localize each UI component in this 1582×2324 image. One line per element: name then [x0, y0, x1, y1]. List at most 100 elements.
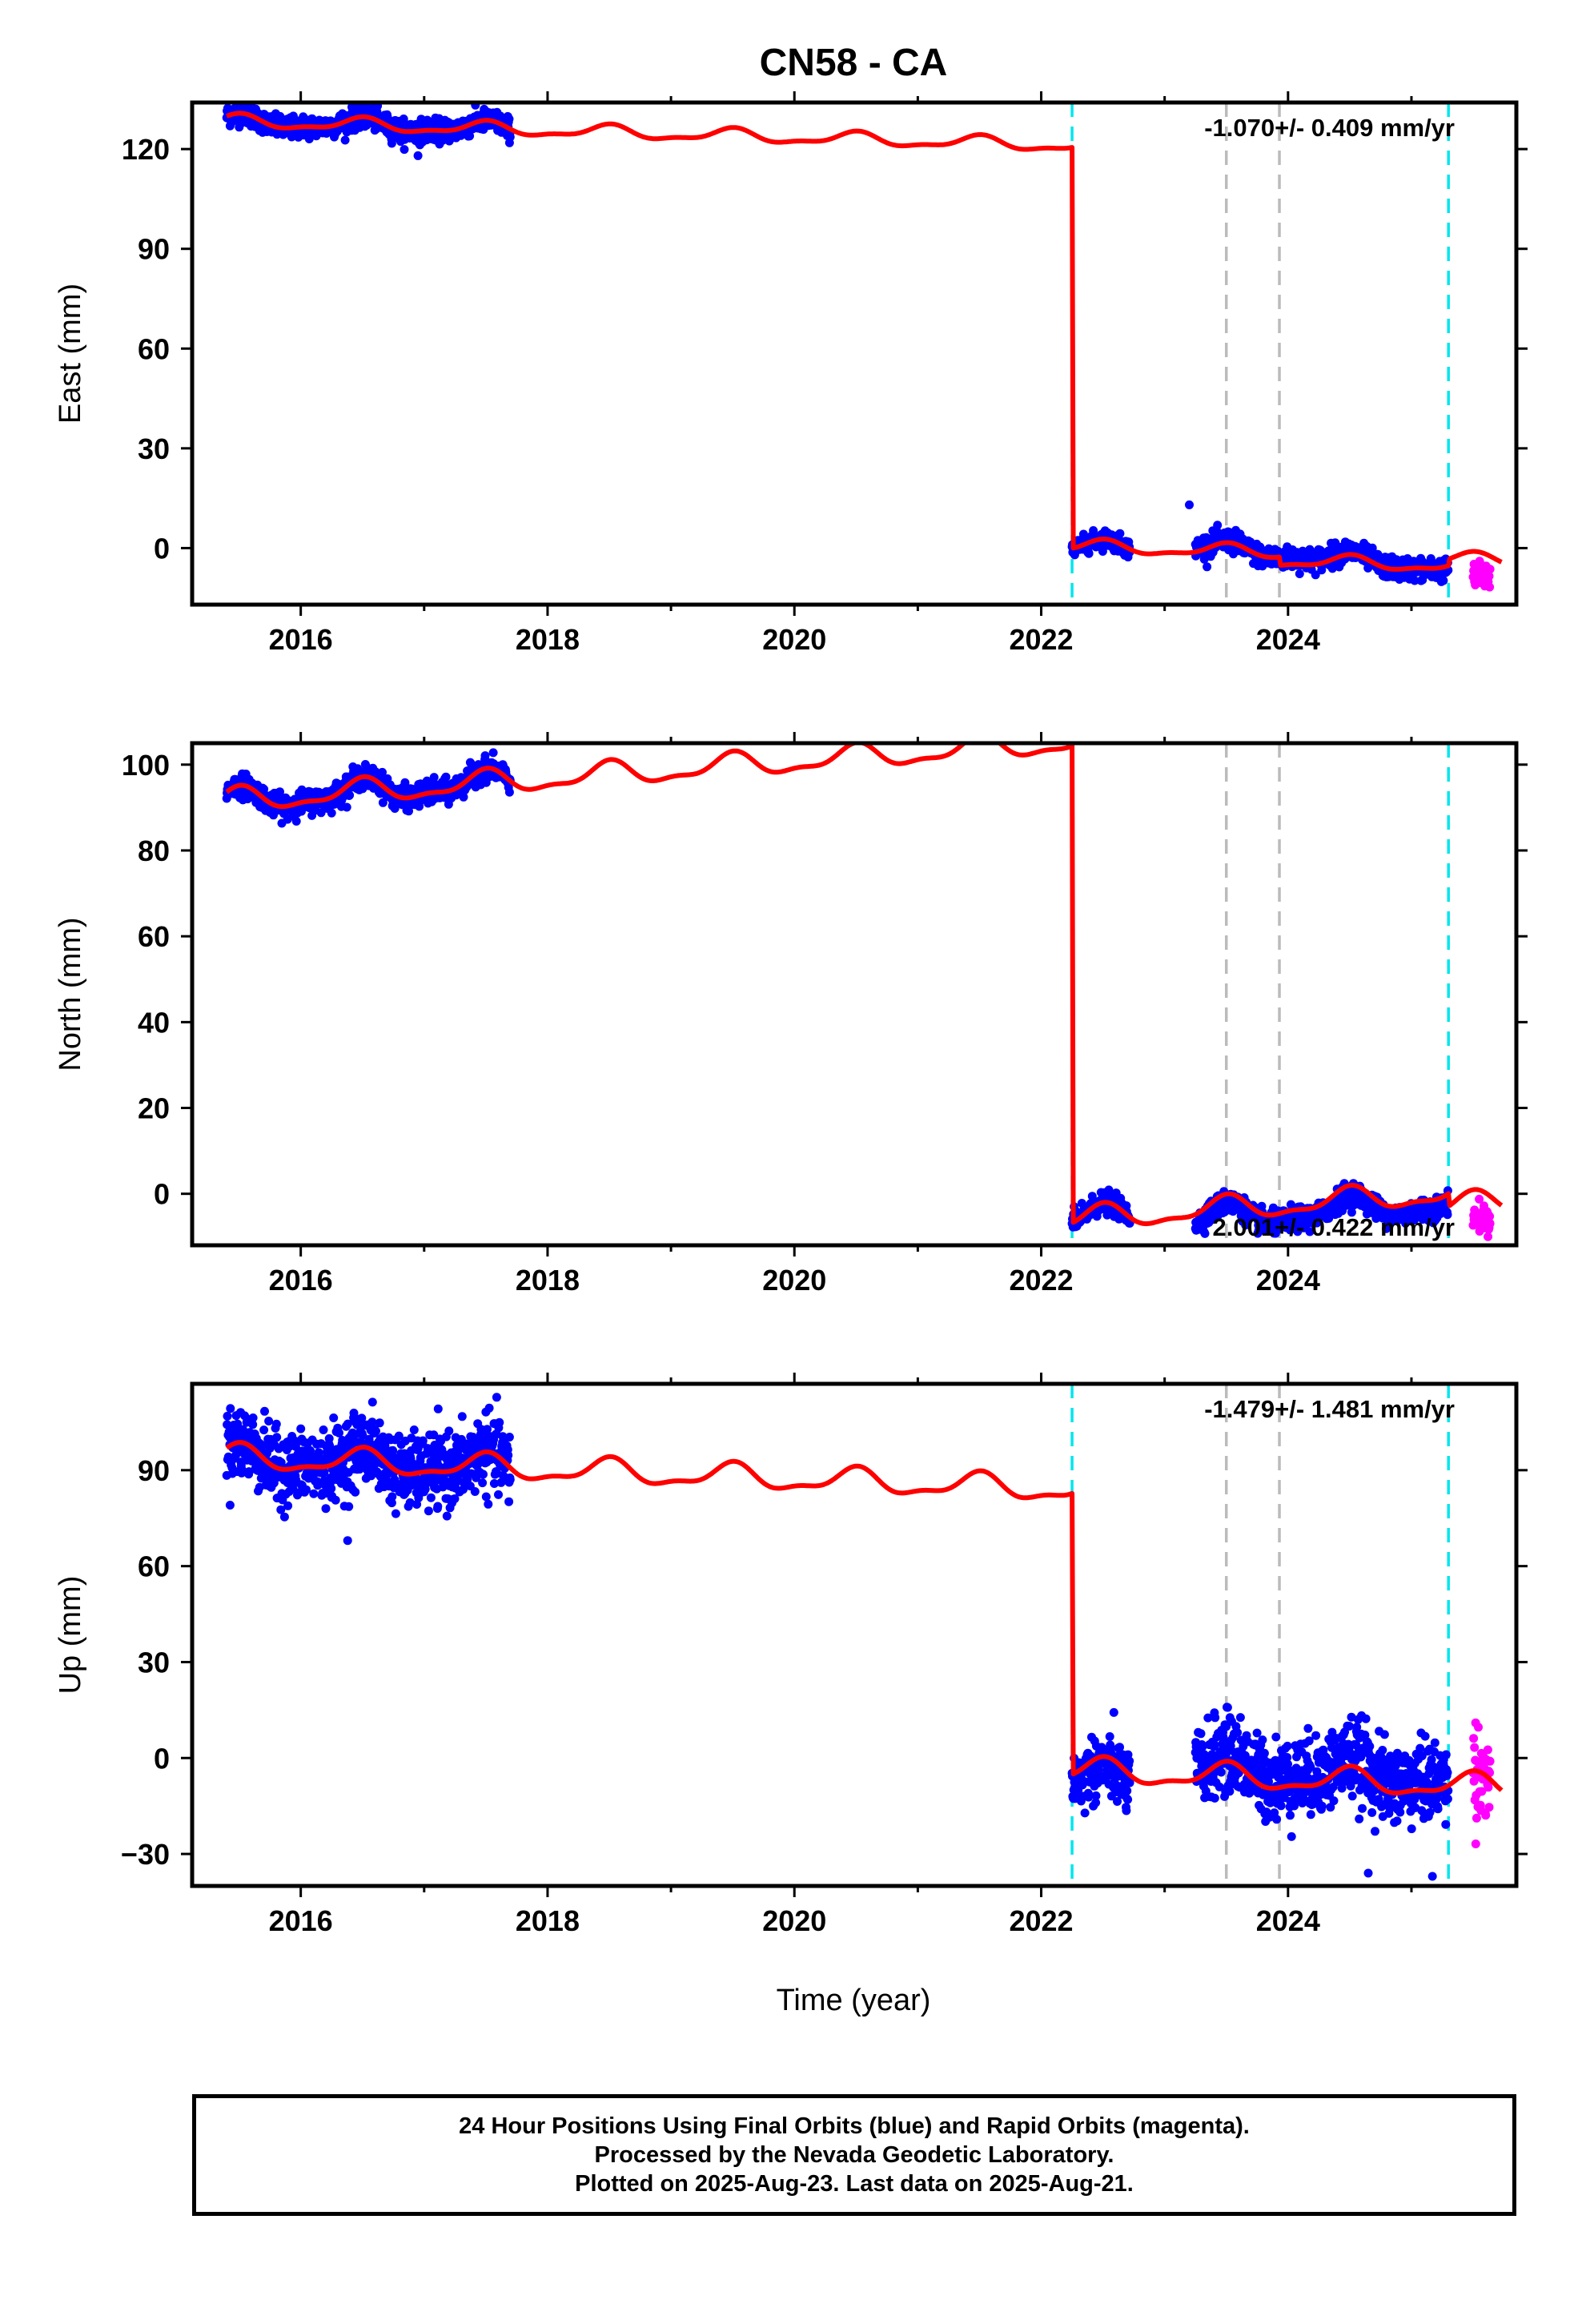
final-orbit-point — [470, 1487, 480, 1496]
final-orbit-point — [340, 135, 350, 145]
final-orbit-point — [1259, 1748, 1269, 1758]
x-tick-label: 2024 — [1256, 623, 1320, 656]
final-orbit-point — [329, 1413, 339, 1422]
plot-area — [222, 1384, 1504, 1886]
x-tick-label: 2016 — [269, 1264, 333, 1297]
final-orbit-point — [1410, 576, 1419, 585]
final-orbit-point — [504, 115, 514, 124]
final-orbit-point — [1258, 1735, 1267, 1745]
y-tick-label: 120 — [122, 133, 170, 166]
final-orbit-point — [375, 1418, 384, 1428]
final-orbit-point — [1225, 1787, 1235, 1796]
final-orbit-point — [1109, 1707, 1118, 1717]
final-orbit-point — [1233, 1728, 1243, 1737]
final-orbit-point — [279, 1512, 289, 1522]
final-orbit-point — [259, 1425, 269, 1435]
velocity-annotation: 2.001+/- 0.422 mm/yr — [1213, 1213, 1455, 1241]
final-orbit-point — [1200, 1228, 1210, 1238]
final-orbit-point — [319, 1425, 328, 1434]
final-orbit-point — [465, 131, 475, 141]
x-tick-label: 2024 — [1256, 1264, 1320, 1297]
x-tick-label: 2020 — [762, 1264, 826, 1297]
final-orbit-point — [481, 1492, 491, 1502]
final-orbit-point — [391, 1509, 400, 1518]
final-orbit-point — [429, 773, 439, 782]
final-orbit-point — [378, 798, 387, 807]
final-orbit-point — [424, 1506, 433, 1516]
plot-area — [222, 743, 1504, 1245]
final-orbit-point — [492, 1393, 501, 1402]
final-orbit-point — [1235, 1713, 1245, 1723]
final-orbit-point — [1276, 1801, 1286, 1811]
final-orbit-point — [225, 1501, 235, 1510]
final-orbit-point — [226, 1404, 235, 1413]
x-tick-label: 2018 — [516, 1264, 580, 1297]
y-axis-title: East (mm) — [54, 283, 87, 424]
y-tick-label: 0 — [154, 532, 170, 565]
final-orbit-point — [327, 808, 336, 818]
final-orbit-point — [342, 802, 351, 812]
final-orbit-point — [344, 1502, 354, 1511]
final-orbit-point — [1091, 1791, 1101, 1800]
final-orbit-point — [223, 1411, 232, 1421]
final-orbit-point — [426, 1493, 436, 1502]
final-orbit-point — [504, 1433, 514, 1441]
final-orbit-point — [1122, 1786, 1132, 1795]
plot-frame — [190, 741, 1519, 1248]
y-tick-label: 60 — [138, 332, 170, 365]
x-tick-label: 2020 — [762, 623, 826, 656]
final-orbit-point — [321, 1504, 331, 1514]
final-orbit-point — [484, 1499, 493, 1509]
final-orbit-point — [479, 1470, 488, 1479]
final-orbit-point — [1196, 1729, 1206, 1739]
final-orbit-point — [1439, 576, 1448, 585]
final-orbit-point — [371, 1426, 380, 1436]
rapid-orbit-point — [1484, 572, 1494, 581]
velocity-annotation: -1.070+/- 0.409 mm/yr — [1204, 114, 1455, 142]
final-orbit-point — [457, 1412, 467, 1421]
final-orbit-point — [351, 1487, 360, 1497]
y-tick-label: 90 — [138, 233, 170, 266]
final-orbit-point — [444, 1426, 454, 1436]
final-orbit-point — [504, 1450, 513, 1460]
final-orbit-point — [387, 1492, 397, 1502]
final-orbit-point — [1283, 1741, 1292, 1751]
outlier-point — [413, 151, 423, 160]
final-orbit-point — [400, 778, 410, 787]
final-orbit-point — [478, 1478, 488, 1488]
final-orbit-point — [1213, 521, 1223, 530]
figure-title: CN58 - CA — [760, 42, 948, 84]
final-orbit-point — [1203, 562, 1212, 572]
final-orbit-point — [488, 748, 498, 758]
x-tick-label: 2022 — [1009, 623, 1073, 656]
rapid-orbit-point — [1485, 1219, 1495, 1228]
plot-frame — [190, 100, 1519, 607]
final-orbit-point — [260, 1406, 269, 1416]
final-orbit-point — [494, 1490, 503, 1499]
final-orbit-point — [248, 1413, 258, 1422]
y-axis-title: North (mm) — [54, 917, 87, 1071]
final-orbit-point — [309, 1489, 319, 1498]
x-tick-label: 2018 — [516, 623, 580, 656]
final-orbit-point — [283, 1501, 293, 1510]
final-orbit-point — [367, 1397, 377, 1407]
model-fit-line — [225, 111, 1503, 572]
final-orbit-point — [1295, 569, 1304, 578]
final-orbit-point — [495, 1417, 504, 1427]
final-orbit-point — [1080, 1808, 1090, 1818]
x-tick-label: 2022 — [1009, 1264, 1073, 1297]
final-orbit-point — [1252, 1728, 1262, 1738]
final-orbit-point — [296, 1424, 306, 1433]
final-orbit-point — [1311, 570, 1320, 580]
final-orbit-point — [484, 1403, 494, 1413]
final-orbit-point — [433, 1502, 443, 1511]
final-orbit-point — [378, 767, 387, 777]
final-orbit-point — [327, 1484, 336, 1494]
final-orbit-point — [1125, 1756, 1134, 1766]
y-tick-label: 0 — [154, 1178, 170, 1211]
plot-area — [222, 103, 1503, 605]
